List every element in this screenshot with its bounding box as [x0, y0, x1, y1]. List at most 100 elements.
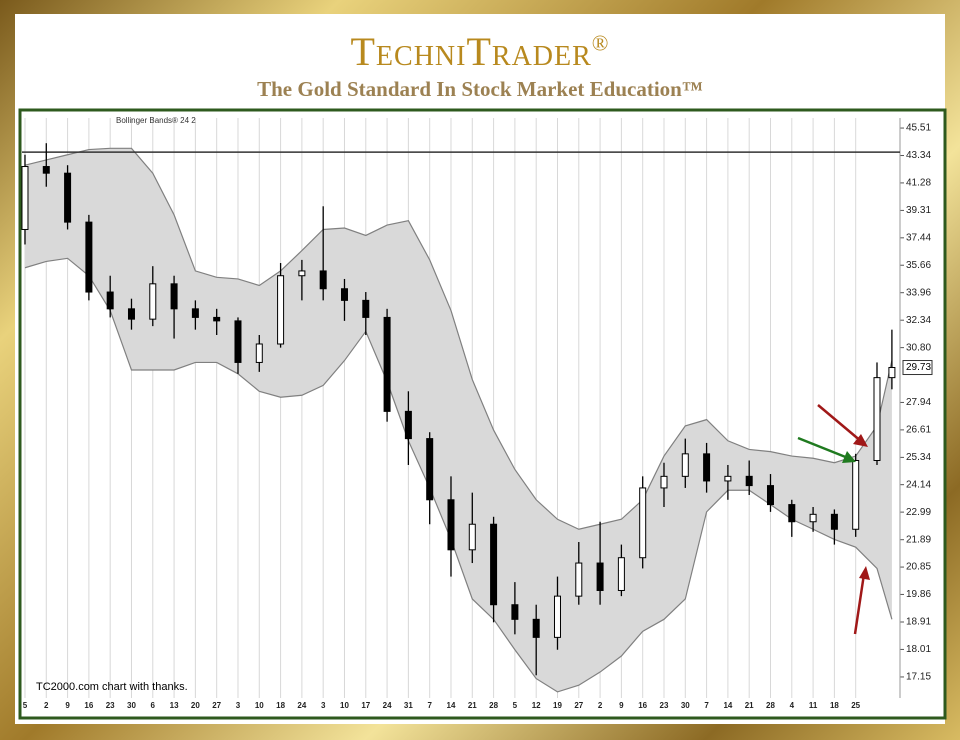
candle-body: [106, 291, 114, 310]
brand: TechniTrader®: [0, 28, 960, 75]
arrow: [817, 404, 863, 443]
y-tick-label: 26.61: [906, 425, 931, 436]
x-tick-label: 10: [255, 701, 264, 710]
candle-body: [852, 459, 860, 530]
x-tick-label: 31: [404, 701, 413, 710]
x-tick-label: 25: [851, 701, 860, 710]
x-tick-label: 10: [340, 701, 349, 710]
candle-body: [64, 172, 72, 223]
x-tick-label: 7: [704, 701, 709, 710]
x-tick-label: 3: [321, 701, 326, 710]
candle-body: [809, 513, 817, 523]
candle-body: [617, 557, 625, 591]
y-tick-label: 21.89: [906, 534, 931, 545]
x-tick-label: 5: [23, 701, 28, 710]
y-tick-label: 18.91: [906, 617, 931, 628]
candle-body: [639, 487, 647, 559]
last-value-label: 29.73: [906, 362, 931, 373]
x-tick-label: 27: [212, 701, 221, 710]
candle-body: [888, 367, 896, 379]
x-tick-label: 27: [574, 701, 583, 710]
candle-body: [703, 453, 711, 482]
x-tick-label: 12: [532, 701, 541, 710]
x-tick-label: 2: [598, 701, 603, 710]
y-tick-label: 17.15: [906, 672, 931, 683]
candle-body: [298, 270, 306, 277]
x-tick-label: 5: [513, 701, 518, 710]
candle-body: [319, 270, 327, 290]
x-tick-label: 3: [236, 701, 241, 710]
arrowhead: [859, 566, 870, 580]
candle-body: [830, 513, 838, 530]
y-tick-label: 45.51: [906, 123, 931, 134]
y-tick-label: 37.44: [906, 232, 931, 243]
x-tick-label: 21: [745, 701, 754, 710]
candle-body: [575, 562, 583, 597]
x-tick-label: 24: [297, 701, 306, 710]
brand-name: TechniTrader: [350, 29, 592, 74]
candle-body: [660, 475, 668, 489]
candle-body: [149, 283, 157, 320]
y-tick-label: 25.34: [906, 452, 931, 463]
x-tick-label: 4: [790, 701, 795, 710]
x-tick-label: 16: [638, 701, 647, 710]
arrow: [797, 436, 849, 460]
y-tick-label: 27.94: [906, 397, 931, 408]
y-tick-label: 24.14: [906, 479, 931, 490]
candle-body: [191, 308, 199, 318]
x-tick-label: 14: [723, 701, 732, 710]
candle-body: [383, 316, 391, 412]
x-tick-label: 28: [766, 701, 775, 710]
candle-body: [277, 275, 285, 345]
x-tick-label: 19: [553, 701, 562, 710]
candle-body: [404, 410, 412, 440]
x-tick-label: 13: [170, 701, 179, 710]
candle-body: [596, 562, 604, 591]
candle-body: [42, 166, 50, 174]
candle-body: [490, 523, 498, 606]
x-tick-label: 18: [830, 701, 839, 710]
x-tick-label: 7: [427, 701, 432, 710]
x-tick-label: 20: [191, 701, 200, 710]
registered-mark: ®: [591, 30, 610, 56]
candle-body: [511, 604, 519, 620]
band-line: [24, 257, 893, 693]
candle-body: [724, 475, 732, 482]
candle-body: [468, 523, 476, 551]
x-tick-label: 23: [106, 701, 115, 710]
x-tick-label: 9: [65, 701, 70, 710]
x-tick-label: 21: [468, 701, 477, 710]
indicator-label: Bollinger Bands® 24 2: [116, 116, 196, 125]
y-tick-label: 39.31: [906, 205, 931, 216]
candle-body: [255, 343, 263, 363]
candle-body: [21, 166, 29, 230]
candle-body: [766, 485, 774, 506]
candle-body: [745, 475, 753, 487]
candle-body: [170, 283, 178, 310]
arrowhead: [853, 434, 868, 447]
candle-body: [127, 308, 135, 320]
candle-body: [85, 221, 93, 293]
tagline: The Gold Standard In Stock Market Educat…: [257, 77, 703, 101]
x-tick-label: 16: [84, 701, 93, 710]
arrows: [797, 404, 870, 635]
candle-body: [532, 618, 540, 638]
x-tick-label: 23: [660, 701, 669, 710]
candle-body: [426, 438, 434, 501]
y-tick-label: 22.99: [906, 507, 931, 518]
candle-body: [447, 499, 455, 551]
x-tick-label: 9: [619, 701, 624, 710]
candle-body: [340, 288, 348, 301]
arrowhead: [842, 451, 856, 463]
y-tick-label: 33.96: [906, 287, 931, 298]
x-tick-label: 6: [151, 701, 156, 710]
x-tick-label: 30: [681, 701, 690, 710]
x-tick-label: 18: [276, 701, 285, 710]
last-value-box: [902, 360, 933, 376]
candle-body: [553, 595, 561, 638]
x-tick-label: 24: [383, 701, 392, 710]
band-fill: [24, 148, 892, 692]
candle-body: [362, 299, 370, 318]
plot-layer: 5 2 9 16 23 30 6 13 20 27 3 10 18 24 3 10 17 24 31 7 14 21 28 5…: [21, 118, 933, 710]
x-tick-label: 30: [127, 701, 136, 710]
